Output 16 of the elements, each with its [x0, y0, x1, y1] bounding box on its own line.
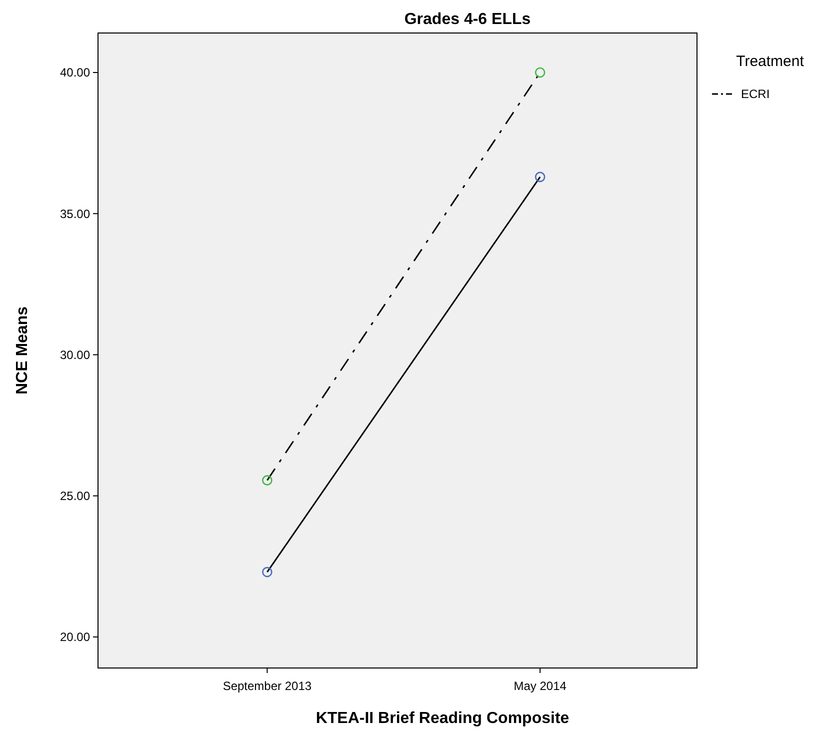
x-tick-label: September 2013 [222, 679, 312, 693]
legend-title: Treatment [736, 53, 805, 70]
x-axis-title: KTEA-II Brief Reading Composite [316, 710, 570, 727]
point [262, 475, 272, 486]
point [534, 172, 546, 182]
y-tick-label: 40.00 [60, 66, 90, 80]
y-tick-label: 25.00 [60, 489, 90, 504]
x-tick-label: May 2014 [514, 679, 567, 693]
point [534, 67, 546, 78]
y-tick-label: 30.00 [60, 348, 90, 362]
chart-title: Grades 4-6 ELLs [404, 11, 531, 28]
legend-label: ECRI [741, 87, 770, 102]
y-tick-label: 35.00 [60, 206, 90, 221]
y-tick-label: 20.00 [60, 630, 90, 644]
point [262, 566, 272, 578]
y-axis-title: NCE Means [14, 306, 31, 395]
